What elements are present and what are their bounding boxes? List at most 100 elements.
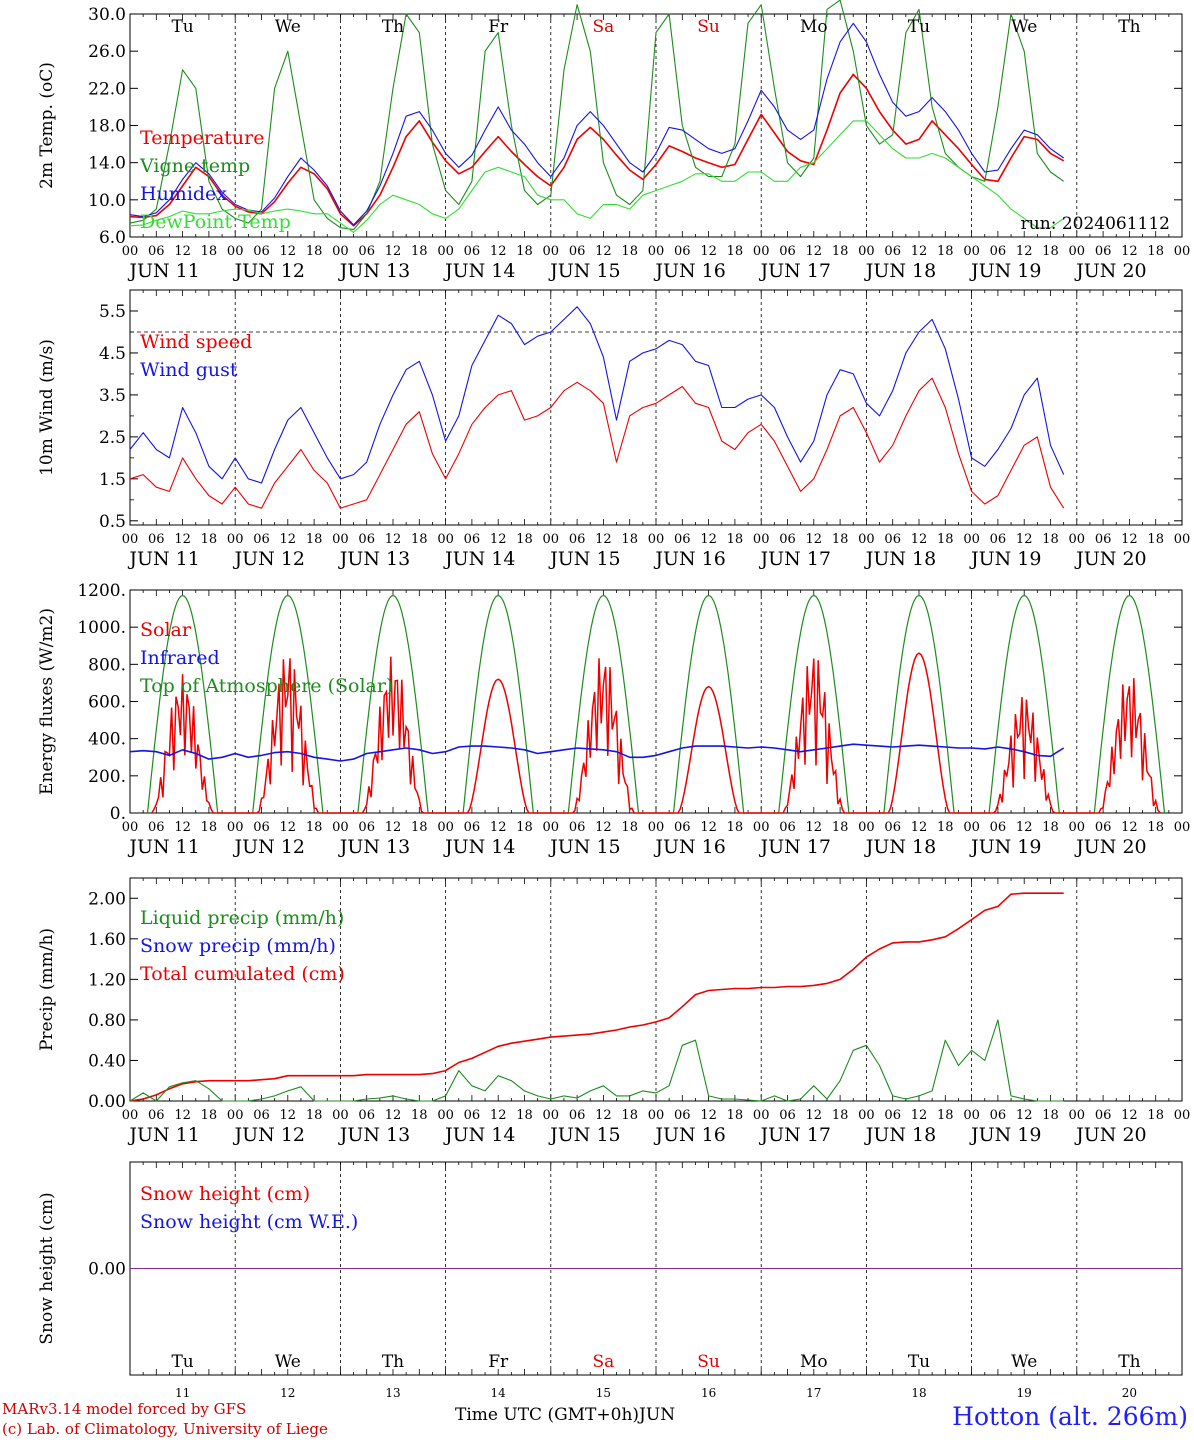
series-line-infrared bbox=[129, 743, 1065, 762]
hour-label: 00 bbox=[963, 1108, 980, 1123]
hour-label: 00 bbox=[753, 820, 770, 835]
hour-label: 06 bbox=[884, 244, 901, 259]
hour-label: 12 bbox=[1121, 1108, 1138, 1123]
date-label: JUN 14 bbox=[443, 836, 515, 858]
hour-label: 18 bbox=[1042, 532, 1059, 547]
legend-entry: Snow height (cm) bbox=[140, 1183, 310, 1205]
hour-label: 00 bbox=[1069, 1108, 1086, 1123]
hour-label: 06 bbox=[1095, 820, 1112, 835]
date-label: JUN 13 bbox=[338, 1124, 410, 1146]
hour-label: 06 bbox=[148, 820, 165, 835]
hour-label: 12 bbox=[700, 532, 717, 547]
date-label: JUN 12 bbox=[233, 260, 305, 282]
hour-label: 06 bbox=[1095, 532, 1112, 547]
y-tick-label: 2.00 bbox=[88, 889, 126, 909]
day-name: We bbox=[275, 1352, 301, 1372]
hour-label: 18 bbox=[937, 1108, 954, 1123]
hour-label: 18 bbox=[201, 244, 218, 259]
credit-line-2: (c) Lab. of Climatology, University of L… bbox=[2, 1420, 328, 1438]
panel-temp bbox=[129, 0, 1183, 238]
hour-label: 18 bbox=[937, 820, 954, 835]
date-label: JUN 12 bbox=[233, 548, 305, 570]
hour-label: 18 bbox=[1042, 1108, 1059, 1123]
day-name: Th bbox=[1118, 1352, 1140, 1372]
date-label: JUN 13 bbox=[338, 836, 410, 858]
day-name: Sa bbox=[593, 17, 615, 37]
y-tick-label: 0. bbox=[110, 804, 126, 824]
day-name: Tu bbox=[171, 17, 193, 37]
hour-label: 06 bbox=[253, 1108, 270, 1123]
legend-entry: Top of Atmosphere (Solar) bbox=[140, 675, 393, 697]
hour-label: 06 bbox=[148, 532, 165, 547]
legend-entry: Total cumulated (cm) bbox=[140, 963, 345, 985]
date-label: JUN 11 bbox=[127, 548, 199, 570]
date-label: JUN 17 bbox=[759, 548, 831, 570]
hour-label: 12 bbox=[595, 1108, 612, 1123]
y-axis-label: Energy fluxes (W/m2) bbox=[37, 608, 57, 795]
date-label: JUN 19 bbox=[969, 836, 1041, 858]
day-name: Su bbox=[697, 17, 720, 37]
hour-label: 00 bbox=[437, 1108, 454, 1123]
hour-label: 06 bbox=[674, 244, 691, 259]
hour-label: 12 bbox=[911, 532, 928, 547]
panel-snow bbox=[129, 1161, 1183, 1376]
date-label: JUN 14 bbox=[443, 260, 515, 282]
hour-label: 06 bbox=[674, 1108, 691, 1123]
hour-label: 06 bbox=[569, 532, 586, 547]
hour-label: 06 bbox=[990, 1108, 1007, 1123]
date-label: JUN 16 bbox=[653, 836, 725, 858]
hour-label: 12 bbox=[700, 244, 717, 259]
date-label: JUN 18 bbox=[864, 548, 936, 570]
model-credit: MARv3.14 model forced by GFS (c) Lab. of… bbox=[2, 1399, 328, 1439]
hour-label: 12 bbox=[280, 1108, 297, 1123]
hour-label: 18 bbox=[621, 244, 638, 259]
hour-label: 00 bbox=[332, 820, 349, 835]
date-label: JUN 13 bbox=[338, 548, 410, 570]
hour-label: 12 bbox=[700, 1108, 717, 1123]
hour-label: 00 bbox=[122, 532, 139, 547]
day-name: Th bbox=[382, 1352, 404, 1372]
y-tick-label: 400. bbox=[88, 730, 126, 750]
date-label: JUN 20 bbox=[1074, 836, 1146, 858]
series-line-vigne-temp bbox=[129, 0, 1065, 231]
hour-label: 12 bbox=[1016, 532, 1033, 547]
date-label: JUN 20 bbox=[1074, 1124, 1146, 1146]
hour-label: 12 bbox=[1121, 244, 1138, 259]
date-number: 14 bbox=[491, 1386, 507, 1400]
hour-label: 18 bbox=[306, 820, 323, 835]
run-annotation: run: 2024061112 bbox=[1021, 214, 1170, 234]
hour-label: 12 bbox=[385, 244, 402, 259]
date-number: 16 bbox=[701, 1386, 716, 1400]
hour-label: 12 bbox=[806, 1108, 823, 1123]
hour-label: 00 bbox=[332, 532, 349, 547]
date-label: JUN 11 bbox=[127, 1124, 199, 1146]
hour-label: 18 bbox=[832, 820, 849, 835]
date-label: JUN 17 bbox=[759, 1124, 831, 1146]
day-name: We bbox=[1011, 1352, 1037, 1372]
hour-label: 06 bbox=[884, 1108, 901, 1123]
hour-label: 00 bbox=[543, 244, 560, 259]
y-tick-label: 14.0 bbox=[88, 154, 126, 174]
date-label: JUN 15 bbox=[548, 836, 620, 858]
hour-label: 06 bbox=[990, 820, 1007, 835]
hour-label: 12 bbox=[385, 820, 402, 835]
legend-entry: DewPoint Temp bbox=[140, 211, 291, 233]
hour-label: 06 bbox=[358, 244, 375, 259]
hour-label: 00 bbox=[1069, 244, 1086, 259]
date-number: 18 bbox=[911, 1386, 926, 1400]
hour-label: 18 bbox=[1147, 532, 1164, 547]
day-name: Th bbox=[1118, 17, 1140, 37]
hour-label: 00 bbox=[332, 244, 349, 259]
hour-label: 06 bbox=[148, 244, 165, 259]
date-number: 15 bbox=[596, 1386, 611, 1400]
date-label: JUN 17 bbox=[759, 836, 831, 858]
panel-frame bbox=[129, 589, 1183, 814]
y-tick-label: 0.5 bbox=[99, 512, 126, 532]
hour-label: 06 bbox=[779, 532, 796, 547]
hour-label: 00 bbox=[1069, 820, 1086, 835]
hour-label: 12 bbox=[911, 1108, 928, 1123]
hour-label: 12 bbox=[490, 820, 507, 835]
time-axis-label: Time UTC (GMT+0h) bbox=[455, 1405, 640, 1425]
hour-label: 12 bbox=[385, 1108, 402, 1123]
date-label: JUN 15 bbox=[548, 260, 620, 282]
